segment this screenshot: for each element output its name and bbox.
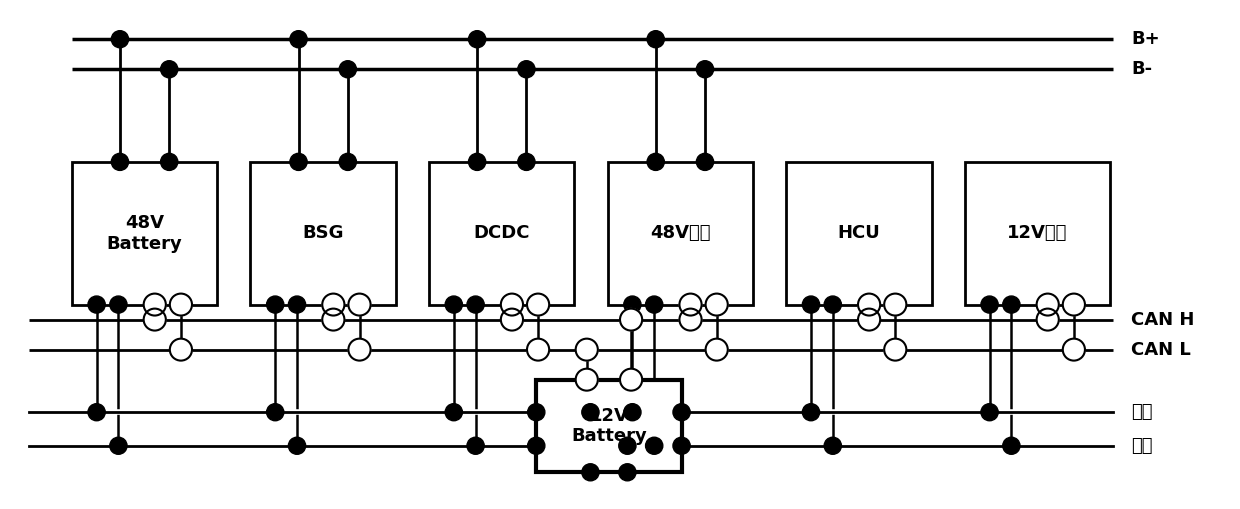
Text: 负极: 负极 bbox=[1131, 403, 1153, 421]
Ellipse shape bbox=[467, 296, 485, 313]
Ellipse shape bbox=[110, 296, 126, 313]
Ellipse shape bbox=[582, 404, 599, 421]
Ellipse shape bbox=[110, 437, 126, 455]
Ellipse shape bbox=[646, 296, 663, 313]
Ellipse shape bbox=[981, 296, 998, 313]
Ellipse shape bbox=[825, 296, 842, 313]
Text: CAN L: CAN L bbox=[1131, 341, 1190, 359]
Ellipse shape bbox=[290, 31, 308, 48]
Ellipse shape bbox=[802, 404, 820, 421]
Bar bbox=[608, 162, 753, 304]
Ellipse shape bbox=[144, 308, 166, 330]
Ellipse shape bbox=[1063, 294, 1085, 316]
Ellipse shape bbox=[527, 338, 549, 360]
Ellipse shape bbox=[647, 153, 665, 171]
Text: DCDC: DCDC bbox=[474, 224, 529, 242]
Ellipse shape bbox=[619, 464, 636, 481]
Bar bbox=[72, 162, 217, 304]
Ellipse shape bbox=[1003, 437, 1021, 455]
Ellipse shape bbox=[322, 294, 345, 316]
Text: B-: B- bbox=[1131, 60, 1152, 78]
Ellipse shape bbox=[289, 437, 305, 455]
Text: 12V负载: 12V负载 bbox=[1007, 224, 1068, 242]
Ellipse shape bbox=[445, 296, 463, 313]
Ellipse shape bbox=[527, 294, 549, 316]
Ellipse shape bbox=[884, 338, 906, 360]
Ellipse shape bbox=[161, 153, 177, 171]
Ellipse shape bbox=[858, 308, 880, 330]
Ellipse shape bbox=[884, 294, 906, 316]
Ellipse shape bbox=[88, 404, 105, 421]
Ellipse shape bbox=[289, 296, 305, 313]
Text: 正极: 正极 bbox=[1131, 437, 1153, 455]
Ellipse shape bbox=[858, 294, 880, 316]
Ellipse shape bbox=[582, 464, 599, 481]
Ellipse shape bbox=[267, 296, 284, 313]
Bar bbox=[786, 162, 931, 304]
Ellipse shape bbox=[624, 296, 641, 313]
Ellipse shape bbox=[624, 404, 641, 421]
Ellipse shape bbox=[340, 61, 356, 78]
Ellipse shape bbox=[528, 404, 544, 421]
Ellipse shape bbox=[322, 308, 345, 330]
Ellipse shape bbox=[1037, 308, 1059, 330]
Text: B+: B+ bbox=[1131, 30, 1159, 48]
Ellipse shape bbox=[1037, 294, 1059, 316]
Text: CAN H: CAN H bbox=[1131, 310, 1194, 329]
Ellipse shape bbox=[673, 437, 691, 455]
Ellipse shape bbox=[646, 437, 663, 455]
Text: 48V负载: 48V负载 bbox=[650, 224, 711, 242]
Ellipse shape bbox=[825, 437, 842, 455]
Ellipse shape bbox=[112, 31, 129, 48]
Ellipse shape bbox=[144, 294, 166, 316]
Ellipse shape bbox=[697, 61, 713, 78]
Ellipse shape bbox=[575, 369, 598, 390]
Ellipse shape bbox=[340, 153, 356, 171]
Ellipse shape bbox=[1063, 338, 1085, 360]
Ellipse shape bbox=[706, 294, 728, 316]
Text: HCU: HCU bbox=[837, 224, 880, 242]
Text: BSG: BSG bbox=[303, 224, 343, 242]
Ellipse shape bbox=[501, 308, 523, 330]
Bar bbox=[536, 380, 682, 472]
Text: 12V
Battery: 12V Battery bbox=[572, 407, 647, 445]
Ellipse shape bbox=[1003, 296, 1021, 313]
Ellipse shape bbox=[802, 296, 820, 313]
Ellipse shape bbox=[706, 338, 728, 360]
Ellipse shape bbox=[518, 153, 534, 171]
Ellipse shape bbox=[348, 338, 371, 360]
Ellipse shape bbox=[348, 294, 371, 316]
Ellipse shape bbox=[620, 308, 642, 330]
Ellipse shape bbox=[267, 404, 284, 421]
Ellipse shape bbox=[170, 294, 192, 316]
Ellipse shape bbox=[445, 404, 463, 421]
Ellipse shape bbox=[290, 153, 308, 171]
Ellipse shape bbox=[501, 294, 523, 316]
Ellipse shape bbox=[697, 153, 713, 171]
Bar bbox=[250, 162, 396, 304]
Ellipse shape bbox=[680, 308, 702, 330]
Ellipse shape bbox=[170, 338, 192, 360]
Bar bbox=[429, 162, 574, 304]
Ellipse shape bbox=[981, 404, 998, 421]
Ellipse shape bbox=[528, 437, 544, 455]
Ellipse shape bbox=[161, 61, 177, 78]
Ellipse shape bbox=[620, 369, 642, 390]
Bar bbox=[965, 162, 1110, 304]
Ellipse shape bbox=[112, 153, 129, 171]
Ellipse shape bbox=[469, 31, 486, 48]
Ellipse shape bbox=[467, 437, 485, 455]
Text: 48V
Battery: 48V Battery bbox=[107, 214, 182, 252]
Ellipse shape bbox=[680, 294, 702, 316]
Ellipse shape bbox=[469, 153, 486, 171]
Ellipse shape bbox=[575, 338, 598, 360]
Ellipse shape bbox=[518, 61, 534, 78]
Ellipse shape bbox=[647, 31, 665, 48]
Ellipse shape bbox=[673, 404, 691, 421]
Ellipse shape bbox=[619, 437, 636, 455]
Ellipse shape bbox=[88, 296, 105, 313]
